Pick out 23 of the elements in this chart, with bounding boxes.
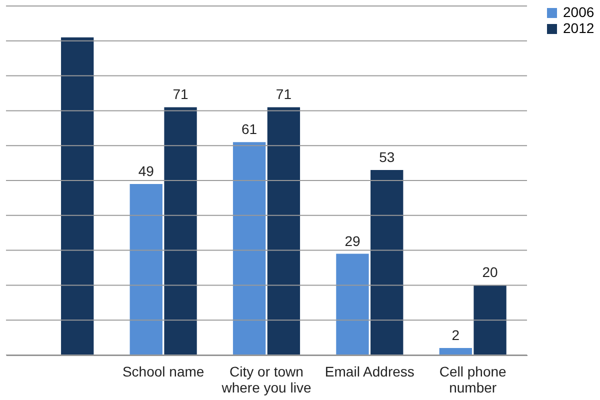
x-tick-label: Cell phone number bbox=[439, 364, 507, 396]
x-tick-label: School name bbox=[122, 364, 204, 380]
bar bbox=[61, 37, 94, 355]
data-label: 2 bbox=[452, 327, 460, 344]
data-label: 49 bbox=[138, 162, 154, 179]
legend-label: 2012 bbox=[563, 20, 594, 36]
bar bbox=[370, 170, 404, 355]
data-label: 20 bbox=[482, 264, 498, 280]
bar bbox=[164, 107, 197, 355]
data-label: 61 bbox=[242, 121, 258, 138]
legend-label: 2006 bbox=[563, 4, 594, 20]
bar bbox=[130, 184, 162, 355]
data-label: 53 bbox=[379, 149, 395, 166]
data-label: 71 bbox=[172, 86, 189, 102]
data-label: 29 bbox=[344, 232, 360, 249]
x-tick-label: City or town where you live bbox=[220, 364, 312, 396]
bar bbox=[474, 285, 506, 355]
x-tick-label: Email Address bbox=[324, 364, 414, 380]
data-label: 71 bbox=[276, 86, 292, 102]
bar bbox=[439, 348, 472, 355]
bar bbox=[336, 254, 369, 355]
bar bbox=[232, 142, 266, 355]
bar bbox=[267, 107, 300, 355]
